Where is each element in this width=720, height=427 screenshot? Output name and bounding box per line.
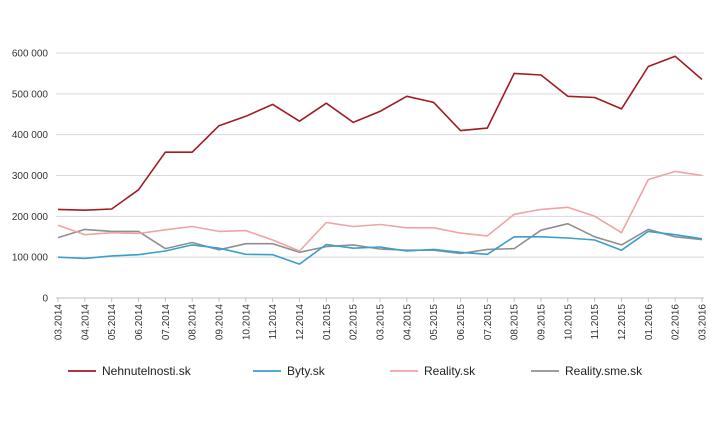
x-tick-label: 06.2014 bbox=[134, 304, 145, 341]
x-tick-label: 07.2015 bbox=[483, 304, 494, 341]
x-axis: 03.2014 04.2014 05.2014 06.2014 07.2014 08.20… bbox=[54, 298, 709, 340]
y-tick-label: 500 000 bbox=[12, 89, 49, 100]
x-tick-label: 12.2015 bbox=[617, 304, 628, 341]
legend-label: Nehnutelnosti.sk bbox=[102, 364, 192, 378]
x-tick-label: 11.2015 bbox=[590, 304, 601, 340]
legend: Nehnutelnosti.sk Byty.sk Reality.sk Reality… bbox=[68, 364, 643, 378]
x-tick-label: 12.2014 bbox=[295, 304, 306, 341]
series-line-nehnutelnosti-sk bbox=[57, 55, 703, 211]
x-tick-label: 02.2016 bbox=[671, 304, 682, 341]
y-tick-label: 200 000 bbox=[12, 212, 49, 223]
legend-label: Reality.sk bbox=[424, 364, 476, 378]
x-tick-label: 01.2015 bbox=[322, 304, 333, 341]
series-line-reality-sk bbox=[57, 170, 703, 252]
x-tick-label: 02.2015 bbox=[349, 304, 360, 341]
x-tick-label: 03.2014 bbox=[54, 304, 65, 341]
x-tick-label: 10.2014 bbox=[241, 304, 252, 341]
x-tick-label: 09.2014 bbox=[215, 304, 226, 341]
legend-label: Byty.sk bbox=[287, 364, 326, 378]
series-line-byty-sk bbox=[57, 230, 703, 265]
x-tick-label: 11.2014 bbox=[268, 304, 279, 340]
x-tick-label: 06.2015 bbox=[456, 304, 467, 341]
x-tick-label: 01.2016 bbox=[644, 304, 655, 341]
y-tick-label: 300 000 bbox=[12, 171, 49, 182]
x-tick-label: 10.2015 bbox=[563, 304, 574, 341]
x-tick-label: 05.2015 bbox=[429, 304, 440, 341]
x-tick-label: 03.2015 bbox=[376, 304, 387, 341]
x-tick-label: 04.2015 bbox=[402, 304, 413, 341]
y-tick-label: 600 000 bbox=[12, 49, 49, 60]
x-tick-label: 08.2014 bbox=[188, 304, 199, 341]
y-axis: 0 100 000 200 000 300 000 400 000 500 000 600 … bbox=[12, 49, 49, 305]
x-tick-label: 08.2015 bbox=[510, 304, 521, 341]
legend-label: Reality.sme.sk bbox=[565, 364, 643, 378]
y-tick-label: 100 000 bbox=[12, 253, 49, 264]
y-tick-label: 400 000 bbox=[12, 130, 49, 141]
gridlines bbox=[56, 52, 704, 299]
series-lines bbox=[57, 55, 703, 265]
x-tick-label: 05.2014 bbox=[107, 304, 118, 341]
x-tick-label: 07.2014 bbox=[161, 304, 172, 341]
x-tick-label: 04.2014 bbox=[80, 304, 91, 341]
y-tick-label: 0 bbox=[42, 294, 48, 305]
series-line-reality-sme-sk bbox=[57, 222, 703, 255]
x-tick-label: 03.2016 bbox=[698, 304, 709, 341]
x-tick-label: 09.2015 bbox=[537, 304, 548, 341]
